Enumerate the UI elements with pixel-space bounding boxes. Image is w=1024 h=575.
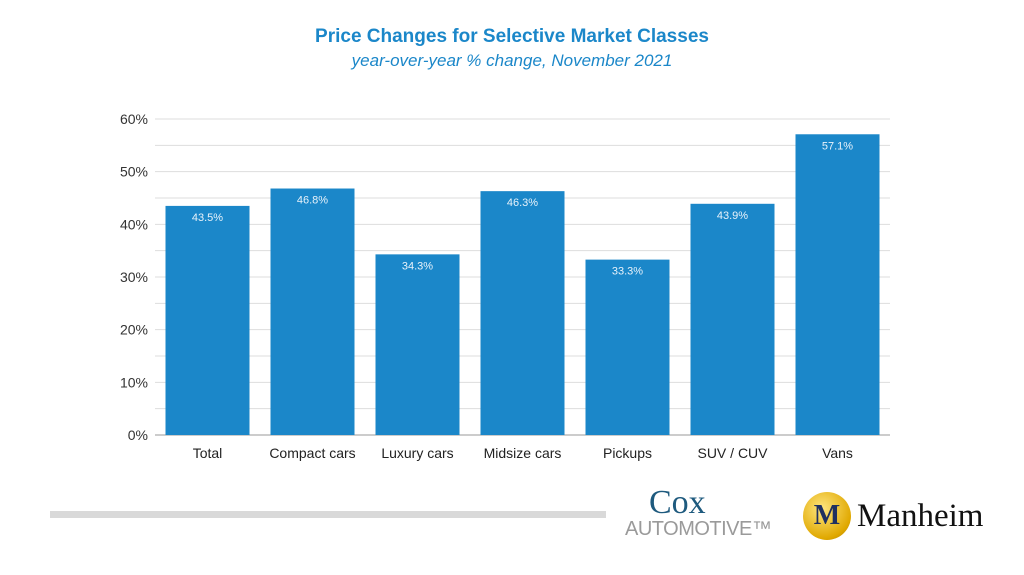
bar [375,254,460,435]
chart-subtitle: year-over-year % change, November 2021 [351,51,673,70]
data-label: 57.1% [822,140,853,152]
bar-chart: 0% 10% 20% 30% 40% 50% 60% 43.5% Total 46.8% Compa… [120,111,890,461]
bar [795,134,880,436]
y-tick-label: 20% [120,322,148,338]
cox-automotive-logo: Cox AUTOMOTIVE™ [625,484,785,541]
y-tick-label: 50% [120,164,148,180]
x-tick-label: Vans [822,445,853,461]
manheim-emblem-icon: M [803,492,851,540]
bar [690,203,775,435]
bar [585,259,670,435]
cox-logo-bottom: AUTOMOTIVE™ [625,518,772,540]
chart-title: Price Changes for Selective Market Class… [315,26,709,47]
bar [480,191,565,435]
x-tick-label: Compact cars [269,445,355,461]
x-tick-label: Pickups [603,445,652,461]
bar [270,188,355,435]
x-tick-label: SUV / CUV [697,445,768,461]
data-label: 46.3% [507,197,538,209]
data-label: 43.9% [717,210,748,222]
y-tick-label: 40% [120,216,148,232]
bar [165,205,250,435]
y-tick-label: 0% [128,427,148,443]
data-label: 34.3% [402,260,433,272]
manheim-wordmark: Manheim [857,497,984,534]
x-tick-label: Luxury cars [381,445,453,461]
data-label: 43.5% [192,212,223,224]
data-label: 46.8% [297,195,328,207]
manheim-logo: M Manheim [803,490,983,542]
x-tick-label: Midsize cars [484,445,562,461]
x-tick-label: Total [193,445,223,461]
y-tick-label: 60% [120,111,148,127]
y-tick-label: 10% [120,374,148,390]
footer-divider [50,511,606,518]
cox-logo-top: Cox [649,484,706,521]
y-tick-label: 30% [120,269,148,285]
data-label: 33.3% [612,266,643,278]
